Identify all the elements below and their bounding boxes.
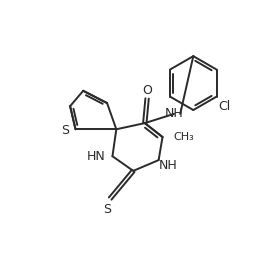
Text: NH: NH [159, 159, 177, 172]
Text: S: S [103, 203, 111, 216]
Text: HN: HN [87, 150, 106, 163]
Text: CH₃: CH₃ [173, 132, 194, 142]
Text: NH: NH [165, 107, 184, 120]
Text: O: O [142, 84, 152, 97]
Text: Cl: Cl [218, 100, 230, 113]
Text: S: S [62, 124, 69, 137]
